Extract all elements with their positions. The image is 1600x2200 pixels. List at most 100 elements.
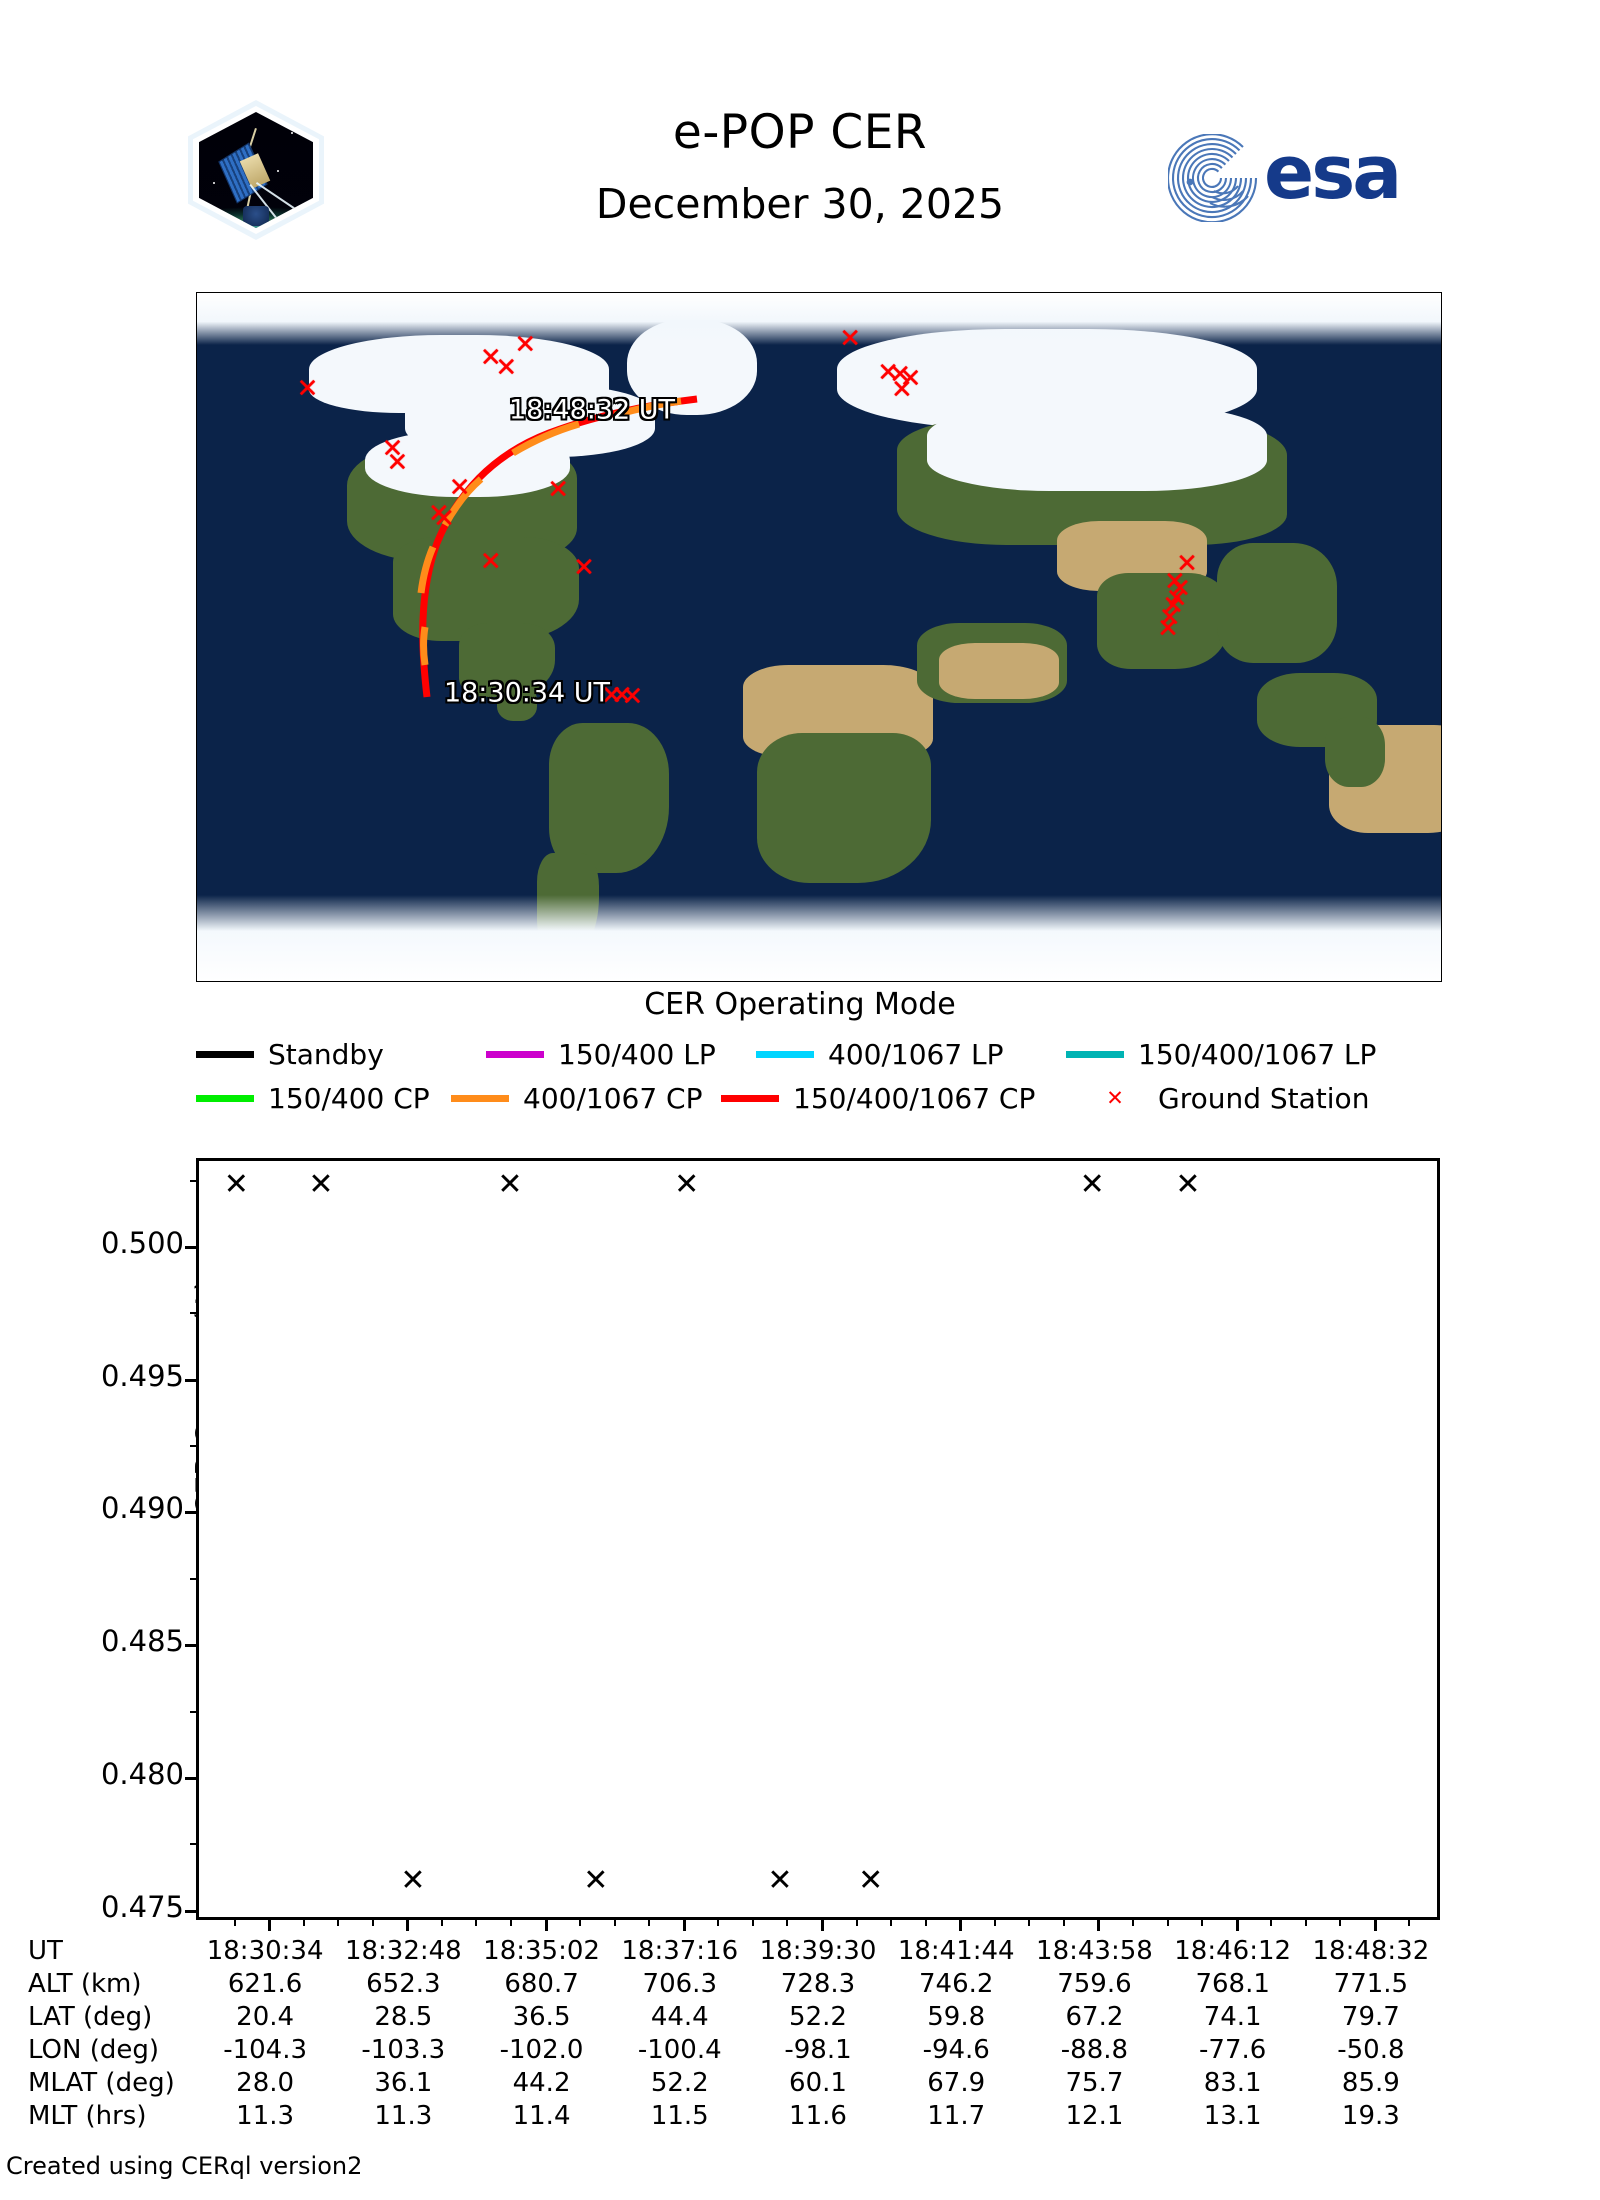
data-point-marker: ✕ bbox=[767, 1862, 793, 1898]
table-cell: 11.5 bbox=[650, 2101, 709, 2131]
satellite-ground-track bbox=[417, 395, 698, 698]
x-axis-minor-tick bbox=[613, 1917, 616, 1926]
map-basemap: ✕ ✕ ✕ ✕ ✕ ✕ ✕ ✕ ✕ ✕ ✕ ✕ ✕ ✕ ✕ ✕ ✕ ✕ ✕ ✕ ✕ ✕ ✕ ✕ ✕ ✕ ✕ 18:48:32 UT … bbox=[197, 293, 1441, 981]
page-date: December 30, 2025 bbox=[595, 180, 1005, 228]
footer-credit: Created using CERql version2 bbox=[6, 2152, 363, 2180]
table-cell: -94.6 bbox=[922, 2035, 990, 2065]
y-axis-tick bbox=[185, 1245, 199, 1249]
table-cell: 11.3 bbox=[374, 2101, 433, 2131]
data-point-marker: ✕ bbox=[1079, 1166, 1105, 1202]
x-axis-minor-tick bbox=[855, 1917, 858, 1926]
legend-row-1: Standby 150/400 LP 400/1067 LP 150/400/1… bbox=[196, 1038, 1440, 1072]
table-cell: 59.8 bbox=[927, 2002, 986, 2032]
ground-station-marker: ✕ bbox=[611, 681, 633, 712]
ground-station-marker: ✕ bbox=[889, 360, 912, 391]
legend-label-150-400-cp: 150/400 CP bbox=[268, 1082, 430, 1115]
x-axis-minor-tick bbox=[993, 1917, 996, 1926]
ground-station-marker: ✕ bbox=[479, 547, 502, 578]
ground-station-marker: ✕ bbox=[621, 682, 644, 713]
table-cell: -98.1 bbox=[784, 2035, 852, 2065]
table-cell: 18:30:34 bbox=[206, 1936, 324, 1966]
table-row: MLT (hrs) 11.3 11.3 11.4 11.5 11.6 11.7 12.1 13.… bbox=[28, 2101, 1588, 2134]
table-cell: 652.3 bbox=[366, 1969, 441, 1999]
table-cell: 706.3 bbox=[642, 1969, 717, 1999]
legend-row-2: 150/400 CP 400/1067 CP 150/400/1067 CP ✕… bbox=[196, 1082, 1440, 1116]
ground-station-marker: ✕ bbox=[495, 352, 518, 383]
y-axis-tick-label: 0.485 bbox=[100, 1624, 184, 1659]
x-axis-minor-tick bbox=[648, 1917, 651, 1926]
x-axis-tick bbox=[821, 1917, 824, 1931]
ground-station-marker: ✕ bbox=[381, 433, 404, 464]
page-header: e-POP CER December 30, 2025 esa bbox=[0, 0, 1600, 270]
table-cell: -103.3 bbox=[361, 2035, 446, 2065]
cassiope-mission-logo bbox=[188, 100, 324, 240]
x-axis-minor-tick bbox=[1028, 1917, 1031, 1926]
table-cell: 771.5 bbox=[1333, 1969, 1409, 1999]
ground-station-marker: ✕ bbox=[448, 472, 471, 503]
legend-title: CER Operating Mode bbox=[644, 987, 956, 1022]
world-map[interactable]: ✕ ✕ ✕ ✕ ✕ ✕ ✕ ✕ ✕ ✕ ✕ ✕ ✕ ✕ ✕ ✕ ✕ ✕ ✕ ✕ ✕ ✕ ✕ ✕ ✕ ✕ ✕ 18:48:32 UT … bbox=[196, 292, 1442, 982]
track-start-label: 18:30:34 UT bbox=[443, 677, 611, 709]
table-cell: -104.3 bbox=[223, 2035, 308, 2065]
legend-item-400-1067-lp[interactable]: 400/1067 LP bbox=[756, 1038, 1004, 1071]
x-axis-tick bbox=[406, 1917, 410, 1931]
ground-station-icon: ✕ bbox=[1106, 1086, 1124, 1110]
table-cell: 20.4 bbox=[236, 2002, 295, 2032]
legend-label-ground-station: Ground Station bbox=[1158, 1082, 1370, 1115]
page-title: e-POP CER bbox=[672, 105, 928, 160]
table-cell: 621.6 bbox=[227, 1969, 303, 1999]
legend-label-150-400-1067-cp: 150/400/1067 CP bbox=[793, 1082, 1036, 1115]
table-cell: 44.2 bbox=[512, 2068, 571, 2098]
legend-item-150-400-1067-cp[interactable]: 150/400/1067 CP bbox=[721, 1082, 1035, 1115]
esa-swirl-icon bbox=[1168, 134, 1258, 222]
table-cell: 11.3 bbox=[236, 2101, 295, 2131]
x-axis-minor-tick bbox=[440, 1917, 443, 1926]
table-cell: 18:46:12 bbox=[1174, 1936, 1292, 1966]
x-axis-tick bbox=[268, 1917, 272, 1931]
legend-item-400-1067-cp[interactable]: 400/1067 CP bbox=[451, 1082, 702, 1115]
cer-current-plot[interactable]: ✕ ✕ ✕ ✕ ✕ ✕ ✕ ✕ ✕ ✕ bbox=[185, 1158, 1440, 1931]
data-point-marker: ✕ bbox=[1175, 1166, 1201, 1202]
y-axis-tick bbox=[185, 1909, 199, 1913]
legend-item-ground-station[interactable]: ✕ Ground Station bbox=[1086, 1082, 1369, 1115]
cassiope-emblem bbox=[243, 206, 269, 226]
x-axis-minor-tick bbox=[786, 1917, 789, 1926]
table-row: ALT (km) 621.6 652.3 680.7 706.3 728.3 746.2 75… bbox=[28, 1969, 1588, 2002]
ground-station-marker: ✕ bbox=[839, 323, 861, 354]
legend-item-150-400-lp[interactable]: 150/400 LP bbox=[486, 1038, 716, 1071]
y-axis-tick-label: 0.475 bbox=[100, 1889, 184, 1924]
x-axis-minor-tick bbox=[717, 1917, 720, 1926]
table-cell: 74.1 bbox=[1203, 2002, 1262, 2032]
data-point-marker: ✕ bbox=[223, 1166, 249, 1202]
ground-station-marker: ✕ bbox=[479, 342, 502, 373]
x-axis-minor-tick bbox=[337, 1917, 340, 1926]
x-axis-minor-tick bbox=[233, 1917, 236, 1926]
table-cell: 28.5 bbox=[374, 2002, 433, 2032]
legend-swatch-150-400-1067-cp bbox=[721, 1095, 779, 1102]
table-cell: 19.3 bbox=[1341, 2101, 1400, 2131]
table-row-label: LON (deg) bbox=[28, 2035, 160, 2065]
table-cell: 18:39:30 bbox=[759, 1936, 877, 1966]
y-axis-tick-label: 0.495 bbox=[100, 1358, 184, 1393]
ground-station-marker: ✕ bbox=[427, 498, 450, 529]
x-axis-minor-tick bbox=[1132, 1917, 1134, 1926]
ground-station-marker: ✕ bbox=[1158, 602, 1181, 633]
ground-station-marker: ✕ bbox=[1165, 583, 1188, 614]
table-cell: 18:37:16 bbox=[621, 1936, 739, 1966]
x-axis-minor-tick bbox=[1304, 1917, 1307, 1926]
data-point-marker: ✕ bbox=[858, 1862, 884, 1898]
table-cell: -102.0 bbox=[499, 2035, 584, 2065]
legend-item-standby[interactable]: Standby bbox=[196, 1038, 384, 1071]
table-row-label: MLT (hrs) bbox=[28, 2101, 147, 2131]
table-cell: 18:48:32 bbox=[1312, 1936, 1430, 1966]
table-cell: 759.6 bbox=[1057, 1969, 1132, 1999]
data-point-marker: ✕ bbox=[308, 1166, 334, 1202]
legend-label-400-1067-lp: 400/1067 LP bbox=[828, 1038, 1004, 1071]
x-axis-minor-tick bbox=[579, 1917, 582, 1926]
legend-item-150-400-1067-lp[interactable]: 150/400/1067 LP bbox=[1066, 1038, 1376, 1071]
legend-swatch-400-1067-lp bbox=[756, 1051, 814, 1058]
table-cell: -77.6 bbox=[1199, 2035, 1267, 2065]
legend-label-standby: Standby bbox=[268, 1038, 384, 1071]
legend-item-150-400-cp[interactable]: 150/400 CP bbox=[196, 1082, 430, 1115]
table-row: LAT (deg) 20.4 28.5 36.5 44.4 52.2 59.8 67.2 74.… bbox=[28, 2002, 1588, 2035]
